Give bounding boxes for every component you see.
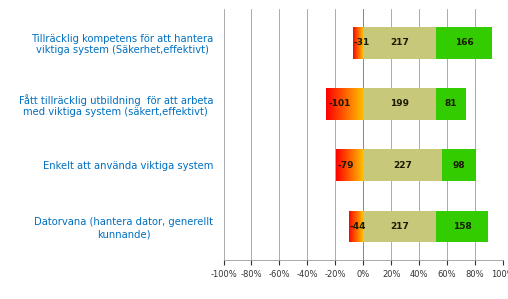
Text: 199: 199: [390, 100, 409, 109]
Text: 217: 217: [390, 38, 409, 47]
Bar: [352, 88, 353, 120]
Bar: [331, 88, 332, 120]
Bar: [358, 88, 359, 120]
Bar: [363, 210, 435, 242]
Bar: [339, 88, 340, 120]
Text: -79: -79: [337, 161, 354, 170]
Bar: [436, 27, 492, 59]
Text: -101: -101: [328, 100, 351, 109]
Bar: [357, 88, 358, 120]
Bar: [360, 88, 361, 120]
Bar: [346, 88, 347, 120]
Bar: [353, 88, 354, 120]
Bar: [355, 88, 356, 120]
Bar: [362, 88, 363, 120]
Bar: [359, 88, 360, 120]
Bar: [341, 88, 342, 120]
Bar: [363, 27, 436, 59]
Text: -44: -44: [350, 222, 366, 231]
Text: 98: 98: [452, 161, 465, 170]
Bar: [329, 88, 330, 120]
Bar: [349, 88, 350, 120]
Bar: [344, 88, 345, 120]
Text: -31: -31: [353, 38, 369, 47]
Bar: [343, 88, 344, 120]
Text: 166: 166: [455, 38, 474, 47]
Bar: [332, 88, 333, 120]
Text: 217: 217: [390, 222, 409, 231]
Bar: [363, 88, 436, 120]
Bar: [350, 88, 351, 120]
Text: 81: 81: [445, 100, 457, 109]
Text: 227: 227: [393, 161, 412, 170]
Bar: [338, 88, 339, 120]
Bar: [361, 88, 362, 120]
Bar: [345, 88, 346, 120]
Bar: [363, 149, 442, 181]
Bar: [340, 88, 341, 120]
Bar: [435, 210, 488, 242]
Text: 158: 158: [453, 222, 471, 231]
Bar: [442, 149, 475, 181]
Bar: [336, 88, 337, 120]
Bar: [330, 88, 331, 120]
Bar: [333, 88, 334, 120]
Bar: [436, 88, 466, 120]
Bar: [334, 88, 335, 120]
Bar: [348, 88, 349, 120]
Bar: [347, 88, 348, 120]
Bar: [342, 88, 343, 120]
Bar: [356, 88, 357, 120]
Bar: [327, 88, 328, 120]
Bar: [354, 88, 355, 120]
Bar: [328, 88, 329, 120]
Bar: [326, 88, 327, 120]
Bar: [337, 88, 338, 120]
Bar: [335, 88, 336, 120]
Bar: [351, 88, 352, 120]
